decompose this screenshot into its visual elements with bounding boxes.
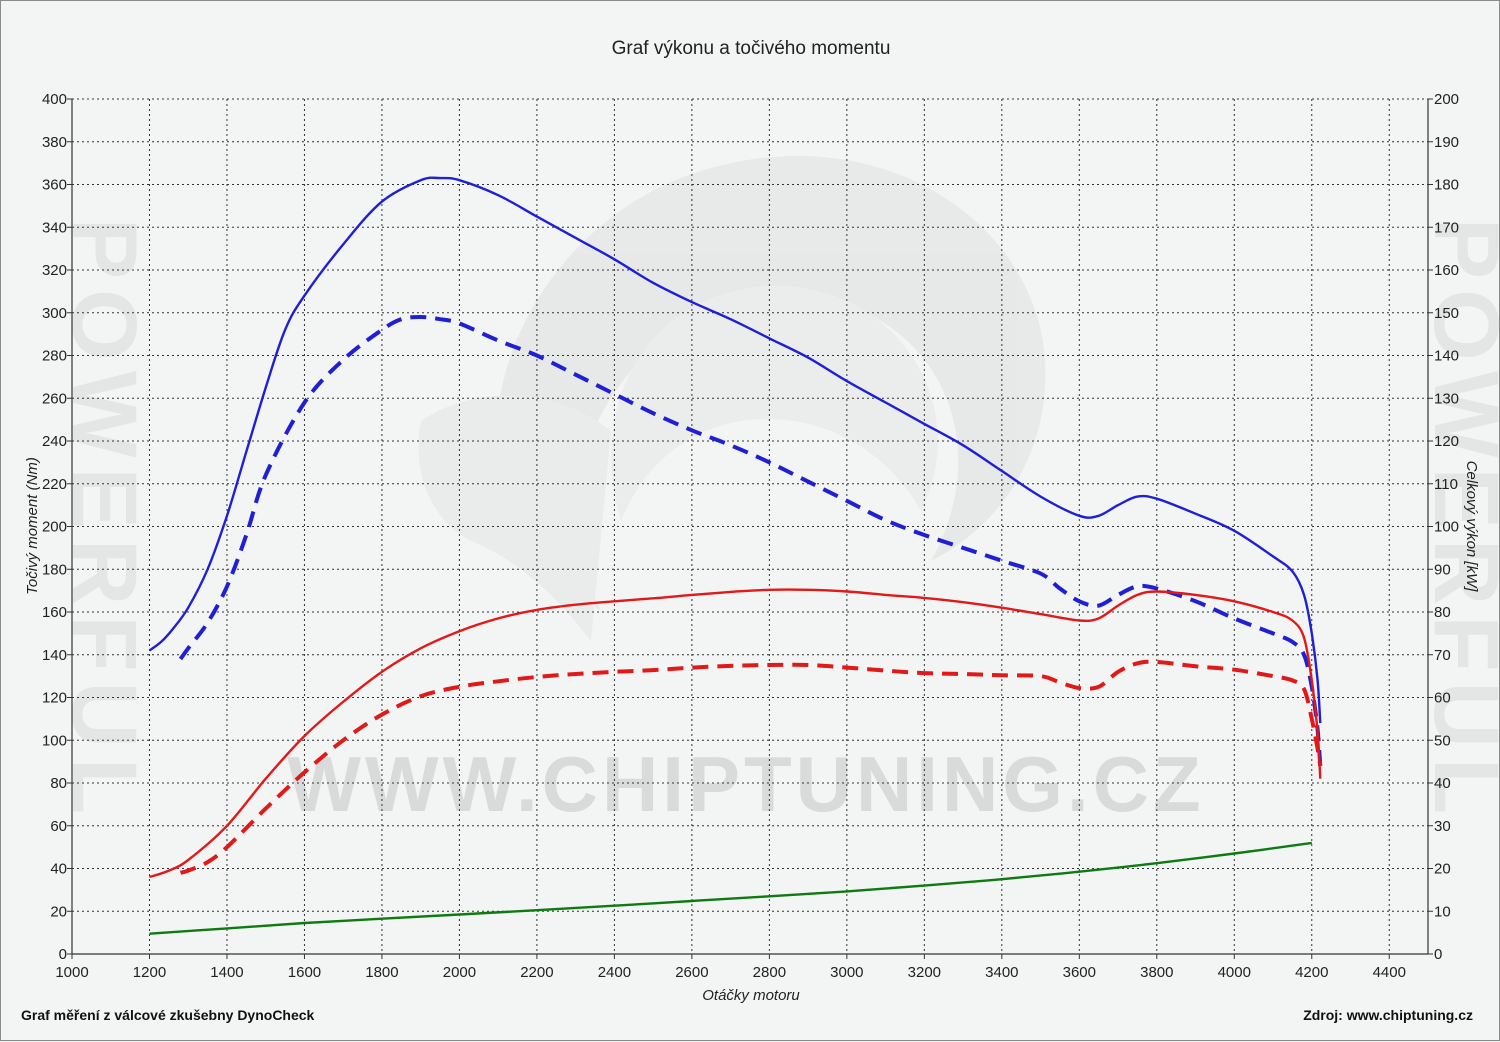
- watermark-side-left: POWERFUL: [53, 218, 155, 824]
- watermark-side-right: POWERFUL: [1415, 218, 1500, 824]
- series-line-4: [179, 659, 1323, 875]
- x-tick-label: 2800: [753, 964, 786, 981]
- y-tick-label-right: 130: [1434, 390, 1459, 407]
- x-tick-label: 4000: [1218, 964, 1251, 981]
- y-tick-label-right: 20: [1434, 861, 1451, 878]
- y-tick-label-right: 170: [1434, 219, 1459, 236]
- y-tick-label-left: 120: [42, 690, 67, 707]
- y-tick-label-right: 30: [1434, 818, 1451, 835]
- y-tick-label-right: 90: [1434, 561, 1451, 578]
- x-ticks: 1000 1200 1400 1600 1800 2000 2200 2400 2600 2800…: [55, 954, 1406, 981]
- y-tick-label-right: 120: [1434, 433, 1459, 450]
- x-tick-label: 1600: [288, 964, 321, 981]
- y-ticks-right: 0 10 20 30 40 50 60 70 80 90 100 110 120 130 140 150 160…: [1428, 91, 1459, 963]
- y-tick-label-left: 240: [42, 433, 67, 450]
- y-ticks-left: 0 20 40 60 80 100 120 140 160 180 200 220 240 260 280 3…: [42, 91, 72, 963]
- y-tick-label-left: 360: [42, 177, 67, 194]
- y-tick-label-right: 160: [1434, 262, 1459, 279]
- grid: [72, 98, 1428, 954]
- y-tick-label-right: 10: [1434, 903, 1451, 920]
- y-tick-label-left: 100: [42, 732, 67, 749]
- x-tick-label: 2600: [675, 964, 708, 981]
- footer-right: Zdroj: www.chiptuning.cz: [1303, 1007, 1473, 1023]
- y-tick-label-right: 190: [1434, 134, 1459, 151]
- y-axis-label-left: Točivý moment (Nm): [24, 457, 41, 595]
- y-tick-label-left: 260: [42, 390, 67, 407]
- y-tick-label-right: 100: [1434, 519, 1459, 536]
- x-tick-label: 4200: [1295, 964, 1328, 981]
- y-tick-label-left: 140: [42, 647, 67, 664]
- y-tick-label-left: 380: [42, 134, 67, 151]
- y-tick-label-left: 60: [50, 818, 67, 835]
- chart-title: Graf výkonu a točivého momentu: [612, 38, 891, 59]
- x-tick-label: 1200: [133, 964, 166, 981]
- x-tick-label: 2000: [443, 964, 476, 981]
- y-tick-label-left: 340: [42, 219, 67, 236]
- x-tick-label: 1800: [365, 964, 398, 981]
- x-tick-label: 2400: [598, 964, 631, 981]
- series-line-2: [178, 315, 1323, 767]
- watermark: WWW.CHIPTUNING.CZ POWERFUL POWERFUL: [53, 155, 1500, 828]
- x-tick-label: 2200: [520, 964, 553, 981]
- y-tick-label-left: 180: [42, 561, 67, 578]
- x-tick-label: 3400: [985, 964, 1018, 981]
- y-tick-label-right: 180: [1434, 177, 1459, 194]
- y-tick-label-right: 140: [1434, 348, 1459, 365]
- x-axis-label: Otáčky motoru: [702, 987, 800, 1004]
- y-tick-label-left: 320: [42, 262, 67, 279]
- y-tick-label-left: 220: [42, 476, 67, 493]
- series-line-3: [149, 588, 1322, 879]
- series-group: [148, 176, 1323, 935]
- series-line-1: [148, 176, 1322, 724]
- footer-left: Graf měření z válcové zkušebny DynoCheck: [21, 1007, 315, 1023]
- x-tick-label: 4400: [1373, 964, 1406, 981]
- y-tick-label-right: 50: [1434, 732, 1451, 749]
- y-tick-label-right: 0: [1434, 946, 1442, 963]
- x-tick-label: 1400: [210, 964, 243, 981]
- y-tick-label-right: 70: [1434, 647, 1451, 664]
- y-tick-label-left: 200: [42, 519, 67, 536]
- y-tick-label-left: 300: [42, 305, 67, 322]
- y-tick-label-left: 40: [50, 861, 67, 878]
- x-tick-label: 3000: [830, 964, 863, 981]
- y-tick-label-right: 110: [1434, 476, 1458, 493]
- x-tick-label: 3600: [1063, 964, 1096, 981]
- y-tick-label-left: 400: [42, 91, 67, 108]
- watermark-text: WWW.CHIPTUNING.CZ: [287, 740, 1204, 828]
- y-tick-label-right: 200: [1434, 91, 1459, 108]
- y-tick-label-right: 150: [1434, 305, 1459, 322]
- y-tick-label-left: 0: [59, 946, 67, 963]
- y-tick-label-right: 40: [1434, 775, 1451, 792]
- y-tick-label-left: 280: [42, 348, 67, 365]
- x-tick-label: 1000: [55, 964, 88, 981]
- x-tick-label: 3200: [908, 964, 941, 981]
- y-tick-label-right: 80: [1434, 604, 1451, 621]
- y-tick-label-left: 160: [42, 604, 67, 621]
- y-axis-label-right: Celkový výkon [kW]: [1463, 461, 1480, 593]
- series-line-5: [149, 841, 1312, 935]
- y-tick-label-left: 80: [50, 775, 67, 792]
- y-tick-label-right: 60: [1434, 690, 1451, 707]
- x-tick-label: 3800: [1140, 964, 1173, 981]
- y-tick-label-left: 20: [50, 903, 67, 920]
